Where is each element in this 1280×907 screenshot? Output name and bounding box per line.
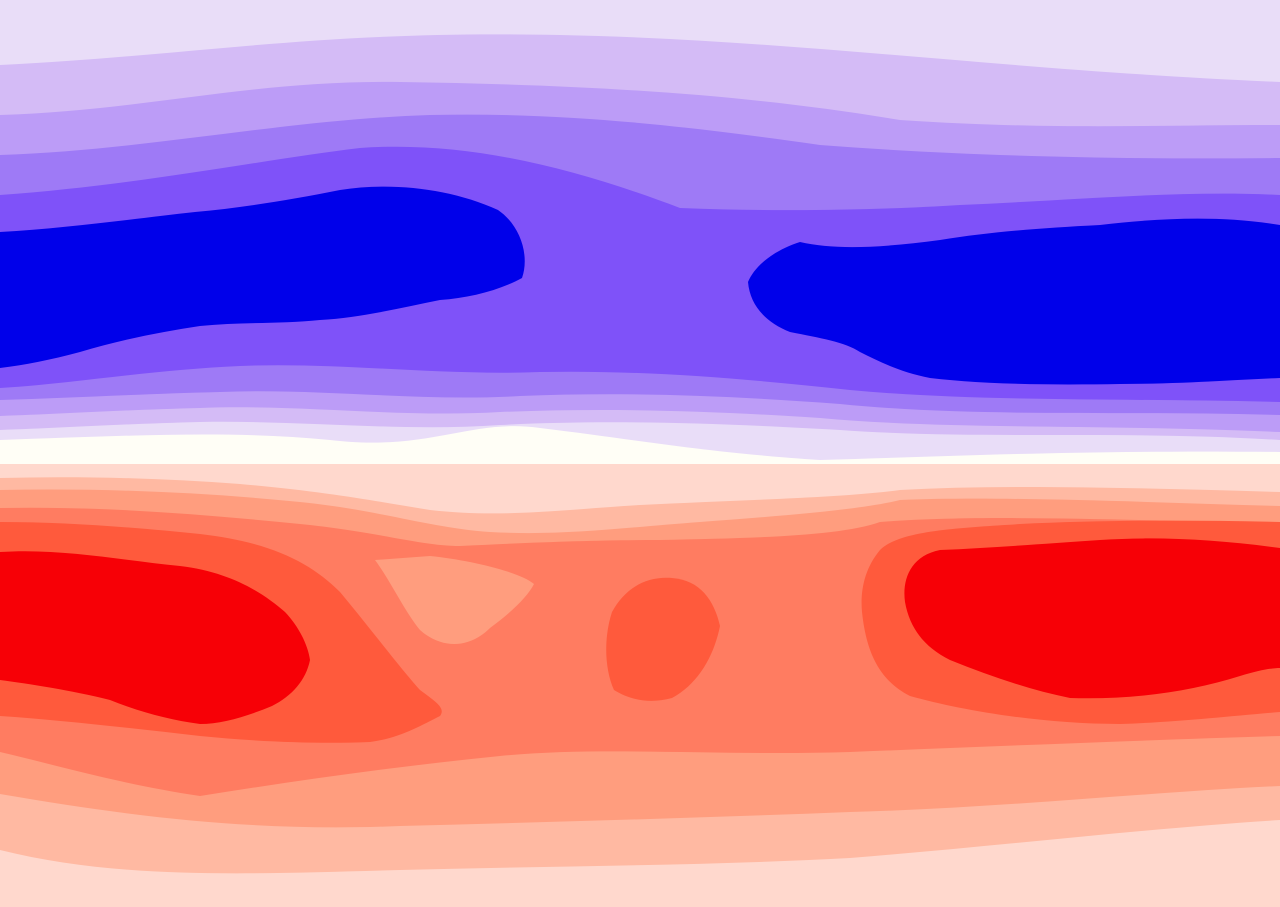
core-blue-left [0, 186, 525, 368]
core-red-left [0, 551, 310, 724]
band-red-3-notch [375, 556, 534, 644]
core-red-right [904, 538, 1280, 699]
core-blue-right [748, 218, 1280, 385]
blob-red-5-center [606, 577, 720, 701]
